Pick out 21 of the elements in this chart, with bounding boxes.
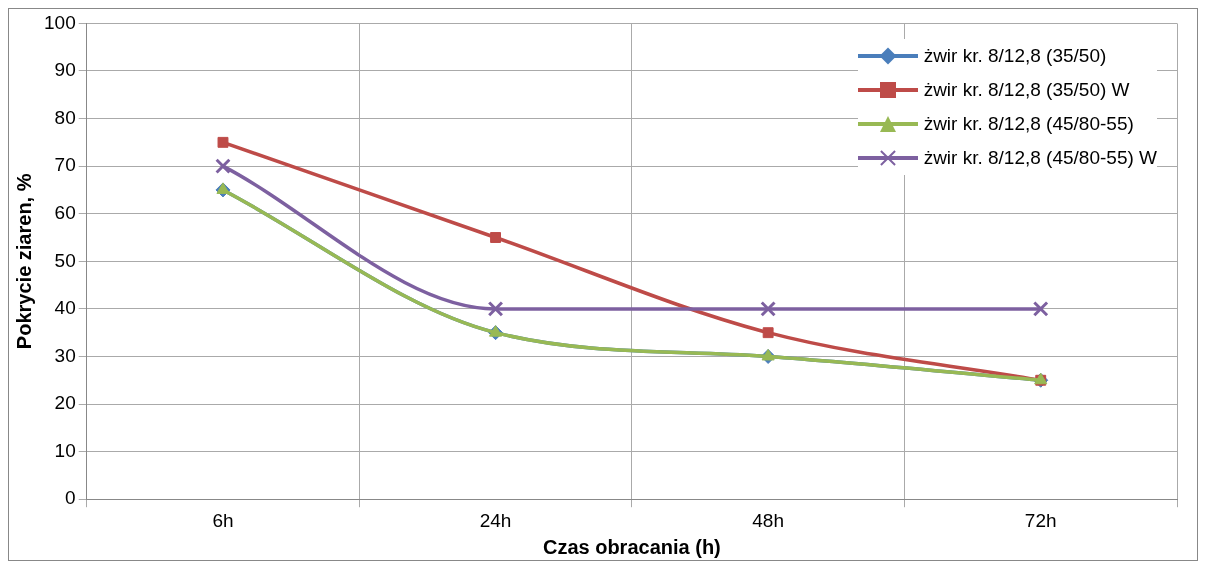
legend-label: żwir kr. 8/12,8 (45/80-55)	[923, 113, 1134, 136]
x-tick-label: 6h	[212, 509, 234, 531]
y-tick-label: 40	[54, 297, 76, 319]
legend-label: żwir kr. 8/12,8 (45/80-55) W	[923, 147, 1157, 170]
y-tick-label: 100	[44, 11, 76, 33]
y-tick-label: 0	[65, 487, 76, 509]
y-tick-label: 20	[54, 392, 76, 414]
y-tick-label: 10	[54, 439, 76, 461]
y-axis-title: Pokrycie ziaren, %	[12, 173, 35, 350]
y-tick-label: 50	[54, 249, 76, 271]
y-tick-label: 30	[54, 344, 76, 366]
y-tick-label: 80	[54, 106, 76, 128]
legend-label: żwir kr. 8/12,8 (35/50) W	[923, 79, 1130, 102]
y-tick-label: 70	[54, 154, 76, 176]
legend-label: żwir kr. 8/12,8 (35/50)	[923, 45, 1107, 68]
x-tick-label: 72h	[1024, 509, 1057, 531]
x-tick-label: 24h	[479, 509, 512, 531]
x-tick-label: 48h	[752, 509, 784, 531]
y-tick-label: 90	[54, 59, 76, 81]
x-axis-title: Czas obracania (h)	[542, 535, 721, 558]
y-tick-label: 60	[54, 201, 76, 223]
